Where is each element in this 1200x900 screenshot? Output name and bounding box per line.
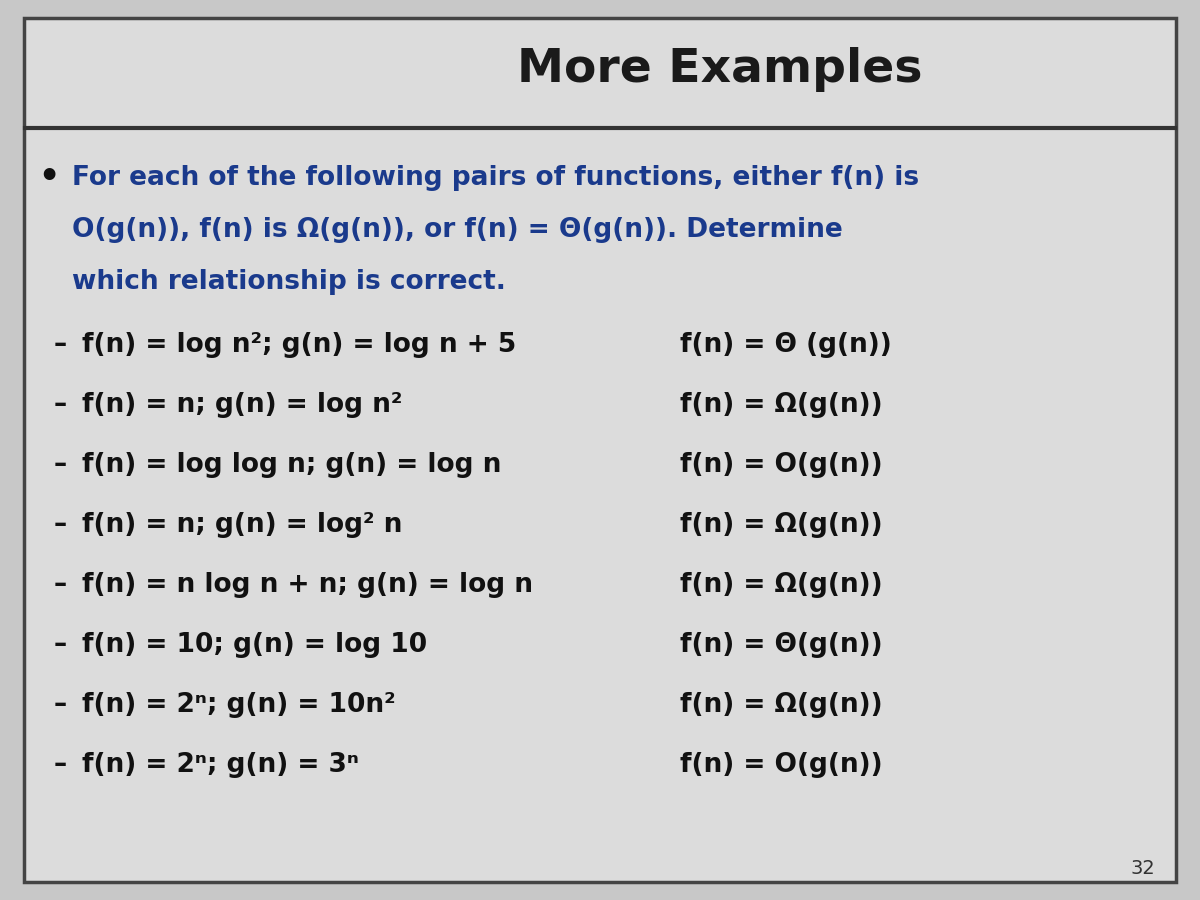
FancyBboxPatch shape bbox=[24, 18, 1176, 882]
Text: f(n) = 10; g(n) = log 10: f(n) = 10; g(n) = log 10 bbox=[82, 632, 427, 658]
Text: f(n) = Ω(g(n)): f(n) = Ω(g(n)) bbox=[680, 572, 883, 598]
Text: •: • bbox=[38, 161, 59, 194]
Text: f(n) = Θ(g(n)): f(n) = Θ(g(n)) bbox=[680, 632, 883, 658]
Text: f(n) = log n²; g(n) = log n + 5: f(n) = log n²; g(n) = log n + 5 bbox=[82, 332, 516, 358]
Text: which relationship is correct.: which relationship is correct. bbox=[72, 269, 506, 295]
Text: 32: 32 bbox=[1130, 859, 1154, 877]
Text: More Examples: More Examples bbox=[517, 48, 923, 93]
Text: f(n) = n; g(n) = log n²: f(n) = n; g(n) = log n² bbox=[82, 392, 402, 418]
Text: –: – bbox=[54, 632, 66, 658]
Text: f(n) = Θ (g(n)): f(n) = Θ (g(n)) bbox=[680, 332, 892, 358]
Text: –: – bbox=[54, 752, 66, 778]
Text: –: – bbox=[54, 452, 66, 478]
Text: –: – bbox=[54, 572, 66, 598]
Text: For each of the following pairs of functions, either f(n) is: For each of the following pairs of funct… bbox=[72, 165, 919, 191]
Text: –: – bbox=[54, 692, 66, 718]
Text: –: – bbox=[54, 392, 66, 418]
Text: f(n) = Ω(g(n)): f(n) = Ω(g(n)) bbox=[680, 392, 883, 418]
Text: –: – bbox=[54, 332, 66, 358]
Text: f(n) = log log n; g(n) = log n: f(n) = log log n; g(n) = log n bbox=[82, 452, 502, 478]
Text: f(n) = O(g(n)): f(n) = O(g(n)) bbox=[680, 752, 883, 778]
Text: f(n) = Ω(g(n)): f(n) = Ω(g(n)) bbox=[680, 692, 883, 718]
Text: f(n) = 2ⁿ; g(n) = 10n²: f(n) = 2ⁿ; g(n) = 10n² bbox=[82, 692, 396, 718]
Text: –: – bbox=[54, 512, 66, 538]
Text: f(n) = 2ⁿ; g(n) = 3ⁿ: f(n) = 2ⁿ; g(n) = 3ⁿ bbox=[82, 752, 359, 778]
Text: f(n) = n; g(n) = log² n: f(n) = n; g(n) = log² n bbox=[82, 512, 402, 538]
Text: f(n) = Ω(g(n)): f(n) = Ω(g(n)) bbox=[680, 512, 883, 538]
Text: O(g(n)), f(n) is Ω(g(n)), or f(n) = Θ(g(n)). Determine: O(g(n)), f(n) is Ω(g(n)), or f(n) = Θ(g(… bbox=[72, 217, 842, 243]
Text: f(n) = O(g(n)): f(n) = O(g(n)) bbox=[680, 452, 883, 478]
Text: f(n) = n log n + n; g(n) = log n: f(n) = n log n + n; g(n) = log n bbox=[82, 572, 533, 598]
